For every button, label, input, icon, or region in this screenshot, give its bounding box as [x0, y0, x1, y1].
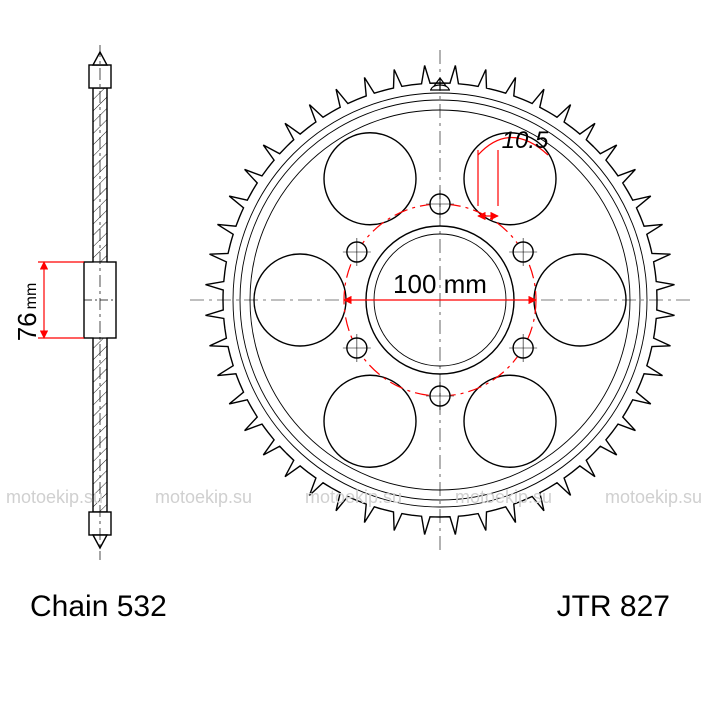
side-view-section: [84, 45, 116, 560]
dim-100-value: 100 mm: [393, 269, 487, 299]
dim-76-unit: mm: [23, 283, 40, 310]
chain-label: Chain 532: [30, 590, 167, 624]
dim-10-5-value: 10.5: [502, 127, 549, 154]
svg-text:100 mm: 100 mm: [393, 269, 487, 299]
dimension-76mm: 76mm: [12, 262, 84, 341]
dim-76-value: 76: [12, 312, 42, 341]
svg-text:76mm: 76mm: [12, 283, 42, 342]
part-number-label: JTR 827: [557, 590, 670, 624]
